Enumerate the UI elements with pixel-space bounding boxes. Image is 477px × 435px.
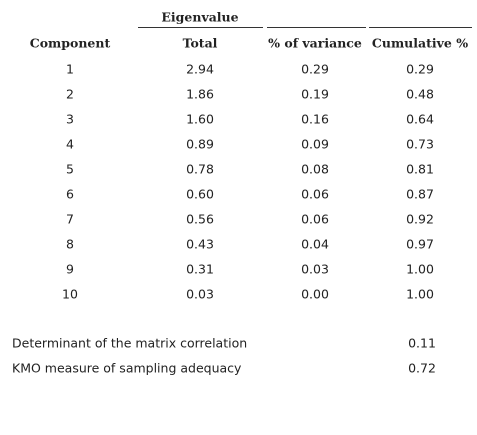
cell: 0.73 xyxy=(406,136,434,152)
cell: 0.03 xyxy=(186,286,214,302)
cell: 8 xyxy=(66,236,74,252)
cell: 0.43 xyxy=(186,236,214,252)
footer-value: 0.72 xyxy=(408,360,436,376)
cell: 0.56 xyxy=(186,211,214,227)
footer-label: KMO measure of sampling adequacy xyxy=(12,360,242,376)
cell: 0.06 xyxy=(301,211,329,227)
cell: 0.81 xyxy=(406,161,434,177)
cell: 1.00 xyxy=(406,261,434,277)
cell: 9 xyxy=(66,261,74,277)
cell: 1.00 xyxy=(406,286,434,302)
cell: 0.97 xyxy=(406,236,434,252)
cell: 1.86 xyxy=(186,86,214,102)
cell: 0.00 xyxy=(301,286,329,302)
cell: 1.60 xyxy=(186,111,214,127)
cell: 0.04 xyxy=(301,236,329,252)
footer-label: Determinant of the matrix correlation xyxy=(12,335,248,351)
cell: 6 xyxy=(66,186,74,202)
cell: 2 xyxy=(66,86,74,102)
cell: 4 xyxy=(66,136,74,152)
cell: 0.60 xyxy=(186,186,214,202)
cell: 2.94 xyxy=(186,61,214,77)
cell: 0.89 xyxy=(186,136,214,152)
cell: 0.31 xyxy=(186,261,214,277)
cell: 0.29 xyxy=(301,61,329,77)
cell: 0.48 xyxy=(406,86,434,102)
column-header: Total xyxy=(182,35,218,51)
footer-value: 0.11 xyxy=(408,335,436,351)
cell: 0.16 xyxy=(301,111,329,127)
header-rule xyxy=(138,27,263,28)
cell: 0.09 xyxy=(301,136,329,152)
cell: 0.19 xyxy=(301,86,329,102)
cell: 0.92 xyxy=(406,211,434,227)
cell: 0.87 xyxy=(406,186,434,202)
column-header: Component xyxy=(29,35,111,51)
cell: 0.08 xyxy=(301,161,329,177)
cell: 3 xyxy=(66,111,74,127)
group-header: Eigenvalue xyxy=(161,9,239,25)
header-rule xyxy=(267,27,366,28)
cell: 0.29 xyxy=(406,61,434,77)
cell: 10 xyxy=(62,286,78,302)
column-header: % of variance xyxy=(268,35,362,51)
column-header: Cumulative % xyxy=(371,35,469,51)
cell: 0.78 xyxy=(186,161,214,177)
header-rule xyxy=(369,27,472,28)
cell: 0.64 xyxy=(406,111,434,127)
cell: 1 xyxy=(66,61,74,77)
cell: 5 xyxy=(66,161,74,177)
cell: 0.06 xyxy=(301,186,329,202)
cell: 7 xyxy=(66,211,74,227)
cell: 0.03 xyxy=(301,261,329,277)
